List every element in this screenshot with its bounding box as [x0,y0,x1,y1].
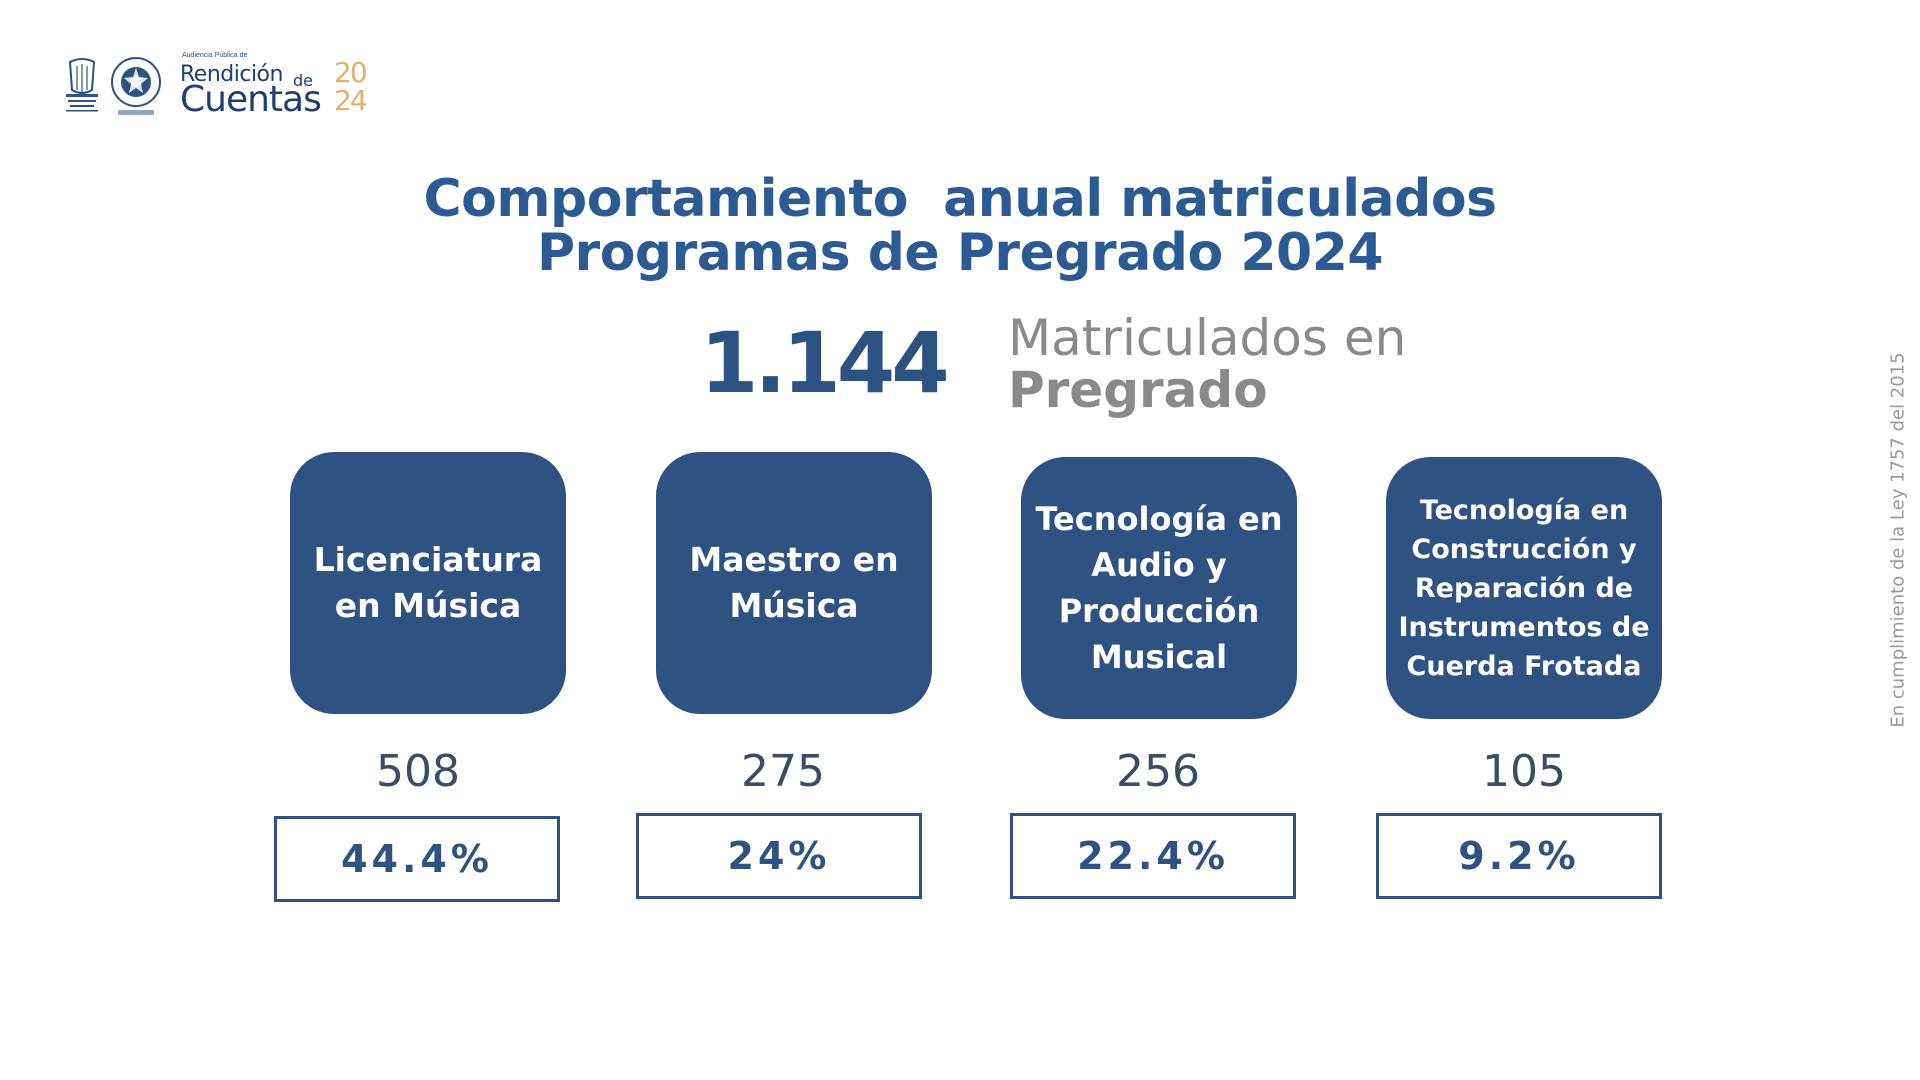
brand-line1: Rendición [180,62,283,87]
rendicion-de-cuentas-logo: Audiencia Pública de Rendición Cuentas d… [180,50,390,120]
brand-line2: Cuentas [180,79,322,120]
program-name: Tecnología en Audio y Producción Musical [1035,500,1283,676]
program-count: 256 [1116,746,1200,797]
program-count: 508 [376,746,460,797]
title-line2: Programas de Pregrado 2024 [536,223,1384,283]
law-compliance-note: En cumplimiento de la Ley 1757 del 2015 [1887,352,1909,728]
program-name: Maestro en Música [689,540,899,625]
program-count: 275 [741,746,825,797]
program-count: 105 [1482,746,1566,797]
program-percent: 24% [636,813,922,899]
title-line1: Comportamiento anual matriculados [423,169,1497,229]
program-card-construccion: Tecnología en Construcción y Reparación … [1386,457,1662,719]
brand-pre: Audiencia Pública de [182,52,248,59]
alta-calidad-seal-logo [111,57,161,115]
program-card-licenciatura: Licenciatura en Música [290,452,566,714]
program-percent: 9.2% [1376,813,1662,899]
brand-year-top: 20 [334,56,368,89]
brand-year-bottom: 24 [334,84,368,117]
total-enrolled-label: Matriculados en Pregrado [1008,312,1406,416]
program-name: Licenciatura en Música [313,540,543,625]
brand-de: de [293,71,313,90]
program-name: Tecnología en Construcción y Reparación … [1398,494,1650,682]
total-label-line1: Matriculados en [1008,309,1407,367]
program-percent: 22.4% [1010,813,1296,899]
program-percent: 44.4% [274,816,560,902]
total-label-line2: Pregrado [1008,361,1268,419]
page-title: Comportamiento anual matriculados Progra… [0,172,1920,280]
program-card-maestro: Maestro en Música [656,452,932,714]
total-enrolled-value: 1.144 [700,314,950,412]
conservatorio-lyre-logo [66,58,98,112]
program-card-audio: Tecnología en Audio y Producción Musical [1021,457,1297,719]
